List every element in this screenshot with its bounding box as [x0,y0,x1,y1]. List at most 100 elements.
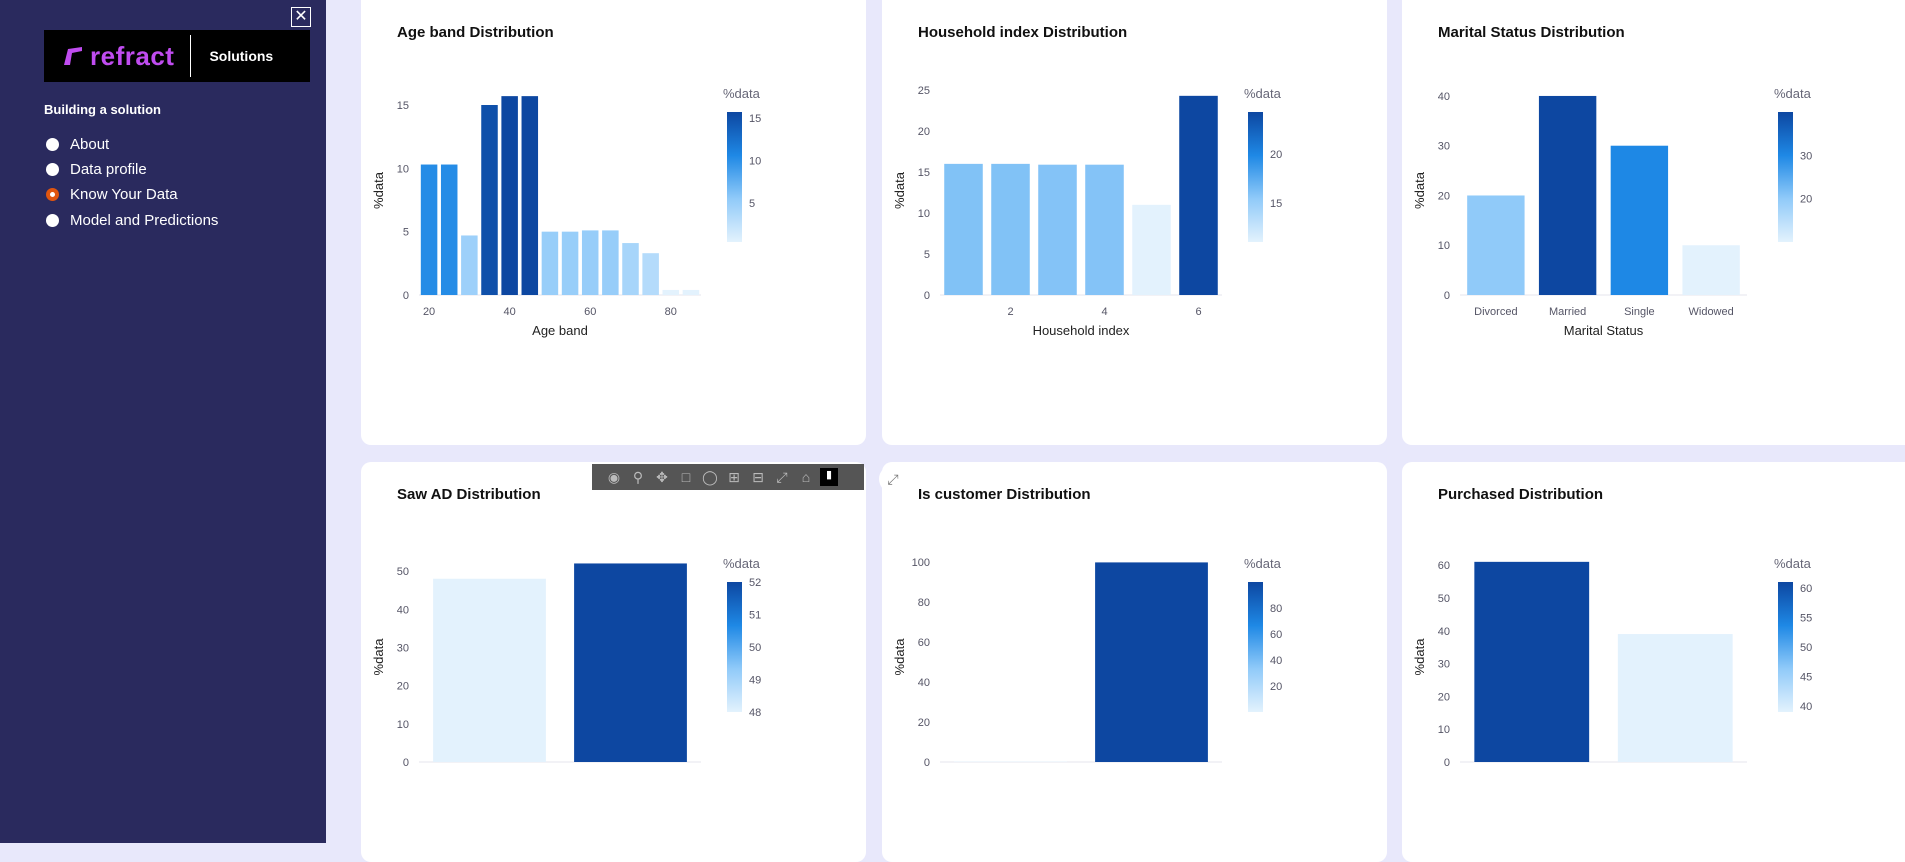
y-tick-label: 5 [403,227,409,239]
camera-icon[interactable]: ◉ [602,469,626,486]
sidebar: ✕ refract Solutions Building a solution … [0,0,326,843]
y-tick-label: 0 [924,757,930,769]
y-tick-label: 40 [1438,626,1450,638]
y-tick-label: 50 [1438,593,1450,605]
y-axis-label: %data [1412,171,1427,209]
radio-about[interactable] [46,138,59,151]
bar[interactable] [542,232,559,295]
zoom-in-icon[interactable]: ⊞ [722,469,746,486]
colorbar [1248,582,1263,712]
colorbar-title: %data [1774,556,1812,571]
bar[interactable] [1179,96,1218,295]
colorbar-tick-label: 15 [749,113,761,125]
y-tick-label: 20 [918,126,930,138]
bar[interactable] [1132,205,1171,295]
expand-chart-button[interactable]: ⤢ [879,465,907,493]
y-tick-label: 0 [403,757,409,769]
bar[interactable] [562,232,579,295]
reset-axes-icon[interactable]: ⌂ [794,469,818,485]
bar[interactable] [683,290,700,295]
y-tick-label: 30 [1438,141,1450,153]
x-tick-label: Married [1549,306,1586,318]
y-axis-label: %data [1412,638,1427,676]
bar[interactable] [481,105,498,295]
bar[interactable] [1618,634,1733,762]
close-icon: ✕ [294,9,307,25]
bar[interactable] [1467,195,1524,295]
colorbar-title: %data [1774,86,1812,101]
pan-icon[interactable]: ✥ [650,469,674,486]
bar[interactable] [1474,562,1589,762]
bar[interactable] [991,164,1030,295]
colorbar [727,112,742,242]
bar[interactable] [1682,245,1739,295]
bar[interactable] [501,96,518,295]
plotly-logo-icon[interactable]: ▮ [820,468,838,486]
colorbar-tick-label: 30 [1800,150,1812,162]
colorbar-tick-label: 52 [749,577,761,589]
bar[interactable] [582,230,599,295]
bar[interactable] [944,164,983,295]
bar[interactable] [522,96,539,295]
bar[interactable] [642,253,659,295]
bar[interactable] [1085,165,1124,295]
bar[interactable] [441,165,458,295]
colorbar-tick-label: 60 [1270,629,1282,641]
y-axis-label: %data [892,638,907,676]
y-tick-label: 10 [918,208,930,220]
bar[interactable] [602,230,619,295]
zoom-icon[interactable]: ⚲ [626,469,650,486]
colorbar-title: %data [723,86,761,101]
lasso-icon[interactable]: ◯ [698,469,722,486]
y-axis-label: %data [371,638,386,676]
box-select-icon[interactable]: □ [674,469,698,485]
bar[interactable] [421,165,438,295]
sidebar-item-data-profile[interactable]: Data profile [46,161,147,178]
y-tick-label: 25 [918,85,930,97]
radio-data-profile[interactable] [46,163,59,176]
sidebar-item-model-and-predictions[interactable]: Model and Predictions [46,212,218,229]
colorbar-tick-label: 50 [1800,642,1812,654]
y-tick-label: 30 [1438,659,1450,671]
bar[interactable] [1095,562,1208,762]
bar[interactable] [461,235,478,295]
logo-divider [190,35,191,77]
y-tick-label: 100 [912,557,930,569]
y-tick-label: 20 [1438,691,1450,703]
bar[interactable] [433,579,546,762]
colorbar-tick-label: 60 [1800,583,1812,595]
bar[interactable] [663,290,680,295]
x-tick-label: 80 [665,306,677,318]
sidebar-item-about[interactable]: About [46,136,109,153]
radio-know-your-data[interactable] [46,188,59,201]
y-tick-label: 0 [403,290,409,302]
bar[interactable] [1611,146,1668,295]
colorbar [1778,112,1793,242]
bar[interactable] [1038,165,1077,295]
bar[interactable] [574,563,687,762]
colorbar-tick-label: 50 [749,642,761,654]
bar[interactable] [1539,96,1596,295]
bar[interactable] [622,243,639,295]
colorbar-title: %data [723,556,761,571]
zoom-out-icon[interactable]: ⊟ [746,469,770,486]
logo-brand: refract [90,41,174,72]
autoscale-icon[interactable]: ⤢ [770,469,794,486]
y-tick-label: 10 [1438,724,1450,736]
radio-model-and-predictions[interactable] [46,214,59,227]
sidebar-item-know-your-data[interactable]: Know Your Data [46,186,178,203]
close-sidebar-button[interactable]: ✕ [291,7,311,27]
colorbar-tick-label: 55 [1800,612,1812,624]
colorbar-tick-label: 49 [749,675,761,687]
y-axis-label: %data [371,171,386,209]
colorbar-tick-label: 51 [749,610,761,622]
